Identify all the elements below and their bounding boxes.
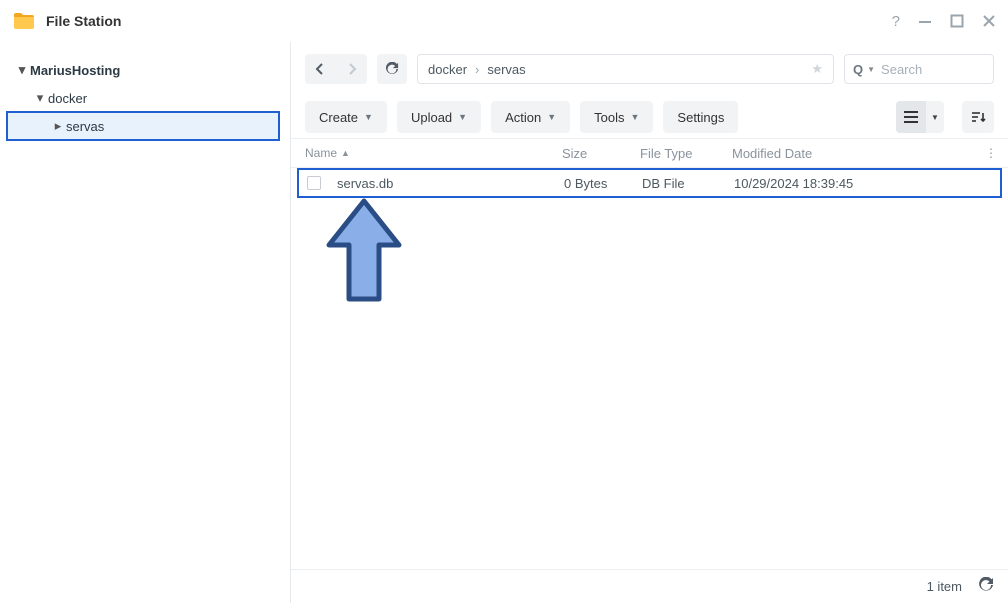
file-list: servas.db 0 Bytes DB File 10/29/2024 18:… xyxy=(291,168,1008,569)
item-count: 1 item xyxy=(927,579,962,594)
action-label: Action xyxy=(505,110,541,125)
column-menu-icon[interactable]: ⋮ xyxy=(980,146,1002,160)
window-controls: ? xyxy=(892,13,996,30)
sort-button[interactable] xyxy=(962,101,994,133)
tree-root-label: MariusHosting xyxy=(30,63,120,78)
close-icon[interactable] xyxy=(982,14,996,28)
create-button[interactable]: Create ▼ xyxy=(305,101,387,133)
column-header-row: Name ▲ Size File Type Modified Date ⋮ xyxy=(291,138,1008,168)
sort-asc-icon: ▲ xyxy=(341,148,350,158)
address-bar: docker › servas ★ Q▼ xyxy=(291,42,1008,96)
settings-button[interactable]: Settings xyxy=(663,101,738,133)
breadcrumb: docker › servas ★ xyxy=(417,54,834,84)
annotation-arrow-icon xyxy=(323,197,405,307)
nav-back-forward xyxy=(305,54,367,84)
folder-tree: ▾ MariusHosting ▾ docker ▸ servas xyxy=(0,42,291,603)
tree-item-docker[interactable]: ▾ docker xyxy=(0,84,290,112)
content-pane: docker › servas ★ Q▼ Create▼ Upload▼ Act… xyxy=(291,42,1008,603)
file-type: DB File xyxy=(642,176,734,191)
view-mode-toggle: ▼ xyxy=(896,101,944,133)
view-dropdown-icon[interactable]: ▼ xyxy=(926,101,944,133)
chevron-down-icon: ▼ xyxy=(631,112,640,122)
app-title: File Station xyxy=(46,13,892,29)
column-header-date[interactable]: Modified Date xyxy=(732,146,980,161)
minimize-icon[interactable] xyxy=(918,14,932,28)
column-name-label: Name xyxy=(305,146,337,160)
file-name: servas.db xyxy=(337,176,393,191)
favorite-star-icon[interactable]: ★ xyxy=(811,61,823,77)
chevron-down-icon: ▼ xyxy=(458,112,467,122)
view-list-icon[interactable] xyxy=(896,101,926,133)
status-bar: 1 item xyxy=(291,569,1008,603)
file-row[interactable]: servas.db 0 Bytes DB File 10/29/2024 18:… xyxy=(297,168,1002,198)
tools-button[interactable]: Tools ▼ xyxy=(580,101,653,133)
file-date: 10/29/2024 18:39:45 xyxy=(734,176,972,191)
tree-item-label: servas xyxy=(66,119,104,134)
file-size: 0 Bytes xyxy=(564,176,642,191)
caret-down-icon: ▾ xyxy=(14,62,30,78)
breadcrumb-segment[interactable]: servas xyxy=(487,62,525,77)
search-input[interactable] xyxy=(881,62,1008,77)
maximize-icon[interactable] xyxy=(950,14,964,28)
breadcrumb-separator-icon: › xyxy=(471,62,483,77)
create-label: Create xyxy=(319,110,358,125)
upload-label: Upload xyxy=(411,110,452,125)
search-icon: Q xyxy=(853,62,863,77)
caret-right-icon: ▸ xyxy=(50,118,66,134)
tools-label: Tools xyxy=(594,110,624,125)
title-bar: File Station ? xyxy=(0,0,1008,42)
upload-button[interactable]: Upload ▼ xyxy=(397,101,481,133)
search-box[interactable]: Q▼ xyxy=(844,54,994,84)
nav-forward-button[interactable] xyxy=(337,54,367,84)
settings-label: Settings xyxy=(677,110,724,125)
chevron-down-icon[interactable]: ▼ xyxy=(867,65,875,74)
refresh-button[interactable] xyxy=(377,54,407,84)
column-header-name[interactable]: Name ▲ xyxy=(291,146,562,160)
breadcrumb-segment[interactable]: docker xyxy=(428,62,467,77)
help-icon[interactable]: ? xyxy=(892,13,900,30)
action-button[interactable]: Action ▼ xyxy=(491,101,570,133)
nav-back-button[interactable] xyxy=(305,54,335,84)
column-header-type[interactable]: File Type xyxy=(640,146,732,161)
tree-item-label: docker xyxy=(48,91,87,106)
toolbar: Create▼ Upload▼ Action▼ Tools▼ Settings … xyxy=(291,96,1008,138)
tree-root[interactable]: ▾ MariusHosting xyxy=(0,56,290,84)
column-header-size[interactable]: Size xyxy=(562,146,640,161)
app-folder-icon xyxy=(12,9,36,33)
chevron-down-icon: ▼ xyxy=(364,112,373,122)
status-refresh-icon[interactable] xyxy=(978,577,994,596)
chevron-down-icon: ▼ xyxy=(547,112,556,122)
row-checkbox[interactable] xyxy=(307,176,321,190)
tree-item-servas[interactable]: ▸ servas xyxy=(6,111,280,141)
caret-down-icon: ▾ xyxy=(32,90,48,106)
